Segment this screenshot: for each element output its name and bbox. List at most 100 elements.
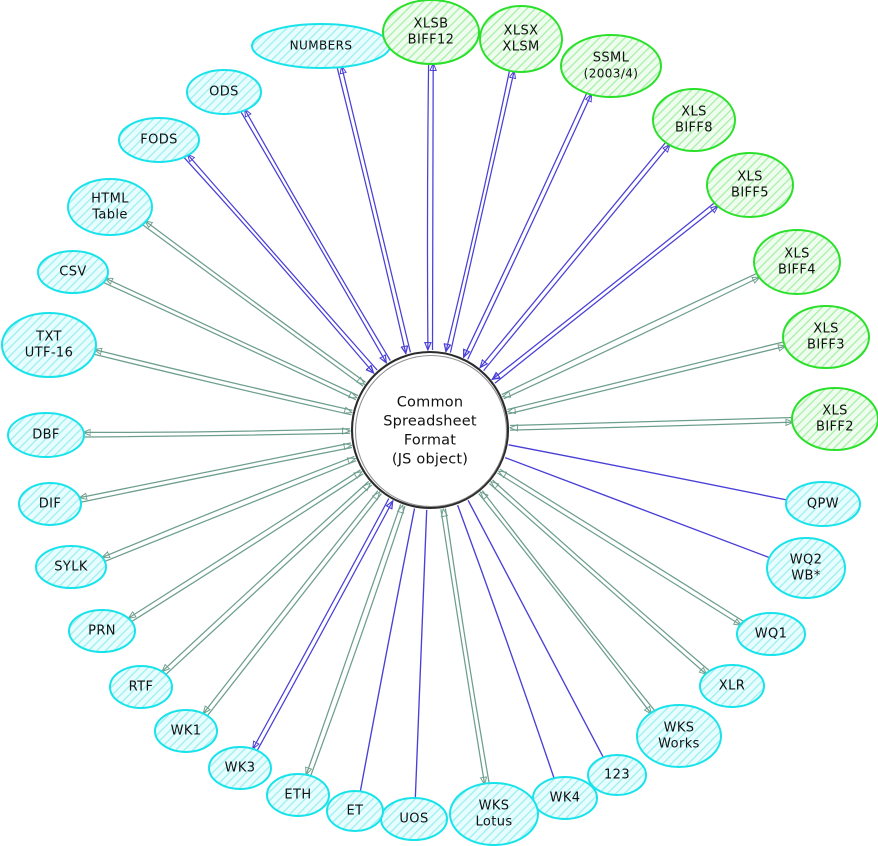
node-label: DBF <box>32 428 60 443</box>
format-node-ods[interactable]: ODS <box>186 69 262 115</box>
edge-wkslotus <box>440 509 490 785</box>
node-label: WKS <box>479 799 510 814</box>
format-node-prn[interactable]: PRN <box>68 609 136 653</box>
node-ellipse[interactable] <box>652 88 736 152</box>
format-node-eth[interactable]: ETH <box>266 773 330 817</box>
format-node-sylk[interactable]: SYLK <box>35 545 107 589</box>
format-node-wq1[interactable]: WQ1 <box>736 612 806 656</box>
format-node-qpw[interactable]: QPW <box>785 481 861 527</box>
edge-prn <box>128 469 364 623</box>
format-node-numbers[interactable]: NUMBERS <box>251 23 391 69</box>
node-label: CSV <box>59 265 86 280</box>
node-ellipse[interactable] <box>753 229 841 295</box>
node-label: XLR <box>719 679 745 694</box>
node-label: WB* <box>791 569 821 584</box>
node-ellipse[interactable] <box>382 0 480 65</box>
node-ellipse[interactable] <box>449 782 539 846</box>
node-label: PRN <box>88 624 116 639</box>
format-node-123[interactable]: 123 <box>587 754 647 796</box>
format-node-csv[interactable]: CSV <box>37 250 109 294</box>
node-ellipse[interactable] <box>68 609 136 653</box>
node-label: DIF <box>39 497 62 512</box>
edge-xlsb <box>427 63 433 350</box>
edge-numbers <box>336 66 412 354</box>
node-label: RTF <box>129 680 154 695</box>
node-ellipse[interactable] <box>186 69 262 115</box>
format-node-xlr[interactable]: XLR <box>699 664 765 708</box>
edge-txt <box>93 350 352 416</box>
edge-wq1 <box>497 468 745 625</box>
node-ellipse[interactable] <box>785 481 861 527</box>
node-ellipse[interactable] <box>766 537 846 599</box>
node-ellipse[interactable] <box>154 709 218 753</box>
node-ellipse[interactable] <box>706 152 794 218</box>
format-node-dbf[interactable]: DBF <box>7 412 85 458</box>
node-ellipse[interactable] <box>326 790 384 832</box>
node-ellipse[interactable] <box>699 664 765 708</box>
node-label: Lotus <box>475 815 512 830</box>
edge-ssml <box>463 91 593 360</box>
node-label: BIFF12 <box>408 33 455 48</box>
node-label: 123 <box>604 768 630 783</box>
format-node-uos[interactable]: UOS <box>380 797 448 841</box>
node-ellipse[interactable] <box>208 746 272 790</box>
node-ellipse[interactable] <box>782 305 870 369</box>
center-label-line: (JS object) <box>392 452 468 468</box>
node-label: BIFF4 <box>778 263 816 278</box>
node-ellipse[interactable] <box>7 412 85 458</box>
node-ellipse[interactable] <box>636 704 722 768</box>
format-node-wk1[interactable]: WK1 <box>154 709 218 753</box>
edge-wk4 <box>456 504 555 780</box>
node-ellipse[interactable] <box>736 612 806 656</box>
node-ellipse[interactable] <box>118 117 200 163</box>
node-label: BIFF5 <box>731 186 769 201</box>
node-label: Table <box>91 208 128 223</box>
node-ellipse[interactable] <box>791 387 878 451</box>
edge-dif <box>79 442 352 504</box>
edges-layer <box>79 63 793 799</box>
node-label: XLSB <box>414 17 449 32</box>
node-ellipse[interactable] <box>266 773 330 817</box>
node-ellipse[interactable] <box>587 754 647 796</box>
node-ellipse[interactable] <box>67 178 153 236</box>
format-node-rtf[interactable]: RTF <box>109 665 173 709</box>
edge-xls5 <box>492 201 718 384</box>
node-label: WQ1 <box>755 627 788 642</box>
format-node-et[interactable]: ET <box>326 790 384 832</box>
node-label: WK4 <box>550 791 581 806</box>
node-label: TXT <box>35 330 62 345</box>
node-label: UOS <box>399 812 428 827</box>
node-ellipse[interactable] <box>109 665 173 709</box>
edge-dbf <box>83 429 350 438</box>
edge-fods <box>183 154 378 373</box>
format-node-wk3[interactable]: WK3 <box>208 746 272 790</box>
node-ellipse[interactable] <box>1 312 97 378</box>
edge-wq2 <box>504 456 771 559</box>
node-label: XLS <box>737 170 763 185</box>
node-ellipse[interactable] <box>479 5 563 73</box>
hub-node: Common Spreadsheet Format (JS object) <box>350 350 510 510</box>
format-node-dif[interactable]: DIF <box>18 482 82 526</box>
format-node-wk4[interactable]: WK4 <box>532 776 598 820</box>
edge-wk3 <box>253 498 393 752</box>
format-node-ssml[interactable]: SSML(2003/4) <box>560 34 662 98</box>
node-label: Works <box>658 737 700 752</box>
node-ellipse[interactable] <box>37 250 109 294</box>
format-node-fods[interactable]: FODS <box>118 117 200 163</box>
node-ellipse[interactable] <box>35 545 107 589</box>
node-ellipse[interactable] <box>18 482 82 526</box>
node-ellipse[interactable] <box>560 34 662 98</box>
